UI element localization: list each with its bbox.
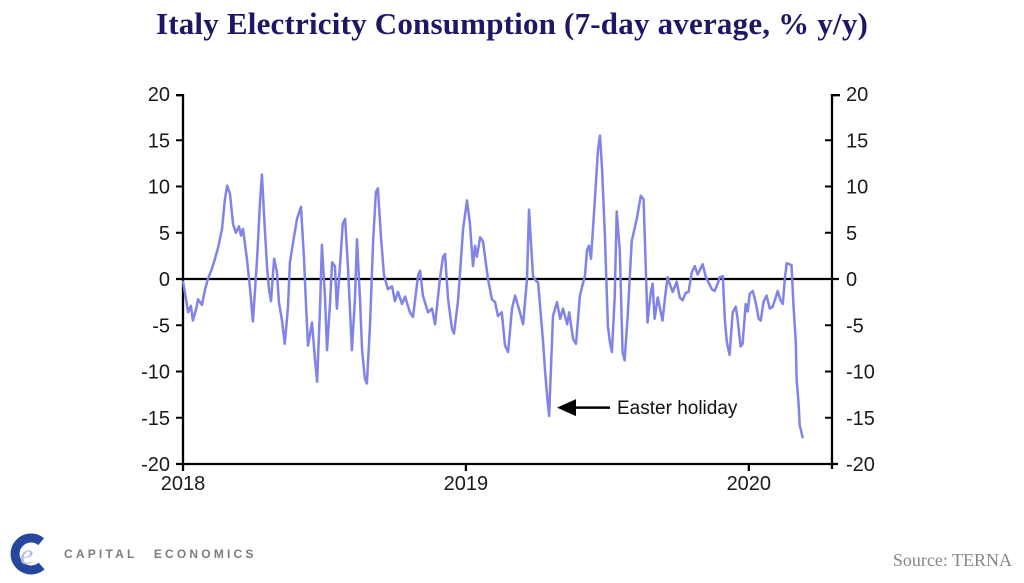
svg-text:-15: -15: [846, 408, 875, 430]
capital-economics-logo: e CAPITAL ECONOMICS: [8, 531, 257, 577]
svg-text:-20: -20: [846, 454, 875, 476]
y-axis-labels-left: 20 15 10 5 0 -5 -10 -15 -20: [141, 84, 170, 476]
annotation-label: Easter holiday: [617, 398, 738, 419]
svg-text:10: 10: [846, 177, 868, 199]
svg-text:10: 10: [148, 177, 170, 199]
series-line: [181, 134, 804, 439]
svg-text:5: 5: [846, 223, 857, 245]
chart-title: Italy Electricity Consumption (7-day ave…: [155, 6, 869, 41]
x-axis-labels: 2018 2019 2020: [161, 473, 771, 495]
logo-icon: e: [10, 533, 45, 575]
svg-text:-10: -10: [141, 362, 170, 384]
svg-text:20: 20: [846, 84, 868, 106]
arrow-left-icon: [557, 399, 577, 417]
svg-text:-10: -10: [846, 362, 875, 384]
y-axis-labels-right: 20 15 10 5 0 -5 -10 -15 -20: [846, 84, 875, 476]
svg-text:-5: -5: [152, 315, 170, 337]
svg-text:-5: -5: [846, 315, 864, 337]
svg-text:2020: 2020: [727, 473, 772, 495]
easter-holiday-annotation: Easter holiday: [557, 398, 738, 419]
svg-text:2018: 2018: [161, 473, 206, 495]
svg-text:-20: -20: [141, 454, 170, 476]
logo-letter-e: e: [20, 538, 33, 571]
brand-text: CAPITAL ECONOMICS: [64, 547, 257, 561]
svg-text:20: 20: [148, 84, 170, 106]
svg-text:5: 5: [159, 223, 170, 245]
svg-text:2019: 2019: [444, 473, 489, 495]
axes: [176, 94, 840, 471]
svg-text:-15: -15: [141, 408, 170, 430]
source-label: Source: TERNA: [892, 550, 1012, 570]
svg-text:0: 0: [846, 269, 857, 291]
svg-text:15: 15: [148, 130, 170, 152]
svg-text:15: 15: [846, 130, 868, 152]
svg-text:0: 0: [159, 269, 170, 291]
